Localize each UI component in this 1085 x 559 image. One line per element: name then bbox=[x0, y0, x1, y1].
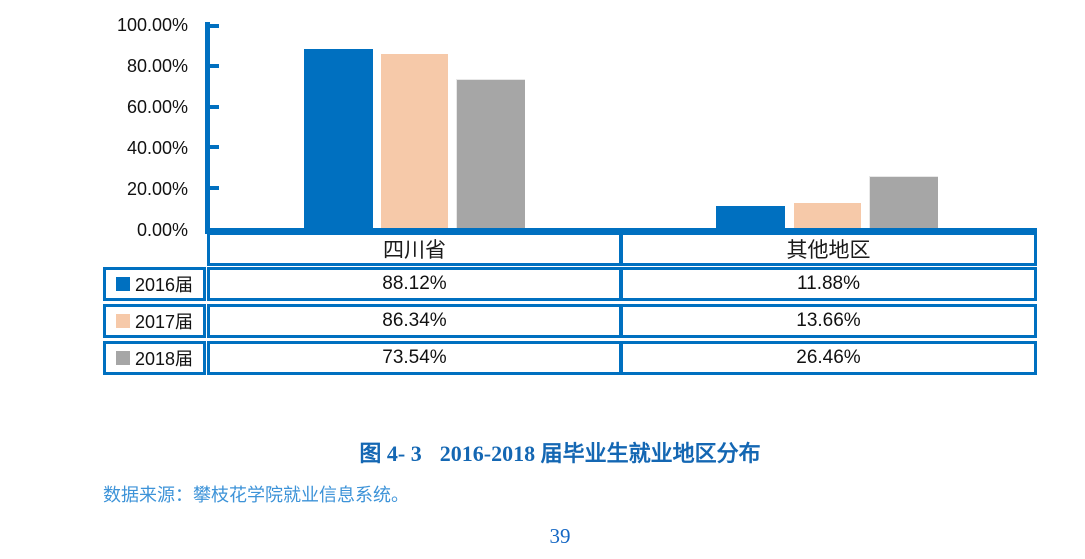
y-axis-tickmark bbox=[210, 64, 219, 68]
bar-2017-other-regions bbox=[793, 202, 862, 230]
y-axis-tickmark bbox=[210, 105, 219, 109]
plot-area bbox=[0, 25, 1085, 230]
figure-label: 图 4- 3 bbox=[359, 441, 422, 466]
legend-item-2016: 2016届 bbox=[103, 267, 206, 301]
legend-item-2017: 2017届 bbox=[103, 304, 206, 338]
bar-2017-sichuan bbox=[380, 53, 449, 230]
value-2018-sichuan: 73.54% bbox=[207, 341, 622, 375]
y-axis-tick-label: 40.00% bbox=[126, 138, 188, 158]
y-axis-tick-label: 100.00% bbox=[116, 15, 188, 35]
legend-item-2018: 2018届 bbox=[103, 341, 206, 375]
bar-2016-sichuan bbox=[304, 49, 373, 230]
bar-2018-sichuan bbox=[456, 79, 525, 230]
y-axis-tickmark bbox=[210, 145, 219, 149]
legend-swatch-2016-icon bbox=[116, 277, 130, 291]
y-axis-tick-label: 80.00% bbox=[126, 56, 188, 76]
category-header-sichuan: 四川省 bbox=[207, 232, 622, 266]
y-axis-tickmark bbox=[210, 24, 219, 28]
page-number: 39 bbox=[549, 524, 571, 548]
legend-label: 2018届 bbox=[135, 349, 194, 369]
figure-caption: 图 4- 3 2016-2018 届毕业生就业地区分布 bbox=[0, 436, 1085, 468]
legend-label: 2017届 bbox=[135, 312, 194, 332]
value-2018-other-regions: 26.46% bbox=[620, 341, 1037, 375]
y-axis-tick-label: 20.00% bbox=[126, 179, 188, 199]
legend-swatch-2018-icon bbox=[116, 351, 130, 365]
bar-2016-other-regions bbox=[716, 205, 785, 230]
legend-label: 2016届 bbox=[135, 275, 194, 295]
y-axis-line bbox=[205, 22, 210, 233]
value-2017-other-regions: 13.66% bbox=[620, 304, 1037, 338]
value-2017-sichuan: 86.34% bbox=[207, 304, 622, 338]
figure-title: 2016-2018 届毕业生就业地区分布 bbox=[439, 441, 761, 466]
category-header-other-regions: 其他地区 bbox=[620, 232, 1037, 266]
y-axis-tickmark bbox=[210, 186, 219, 190]
value-2016-other-regions: 11.88% bbox=[620, 267, 1037, 301]
legend-swatch-2017-icon bbox=[116, 314, 130, 328]
data-source-note: 数据来源：攀枝花学院就业信息系统。 bbox=[103, 485, 409, 505]
bar-2018-other-regions bbox=[869, 175, 938, 230]
value-2016-sichuan: 88.12% bbox=[207, 267, 622, 301]
y-axis-tick-label: 0.00% bbox=[136, 220, 188, 240]
y-axis-tick-label: 60.00% bbox=[126, 97, 188, 117]
x-axis-line bbox=[205, 228, 1037, 234]
